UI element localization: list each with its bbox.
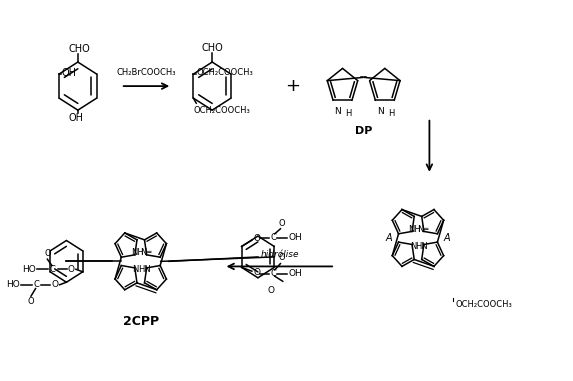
Text: H: H [388, 109, 394, 118]
Text: N: N [132, 265, 139, 274]
Text: OH: OH [68, 113, 83, 123]
Text: O: O [253, 234, 260, 243]
Text: OCH₂COOCH₃: OCH₂COOCH₃ [193, 106, 250, 115]
Text: hidrólise: hidrólise [260, 250, 299, 259]
Text: C: C [270, 269, 276, 278]
Text: HN: HN [415, 242, 428, 251]
Text: OH: OH [288, 269, 302, 278]
Text: C: C [33, 280, 39, 289]
Text: NH: NH [131, 248, 143, 257]
Text: O: O [253, 268, 260, 277]
Text: +: + [285, 77, 300, 95]
Text: N═: N═ [417, 225, 429, 234]
Text: HN: HN [138, 265, 151, 274]
Text: O: O [28, 298, 34, 306]
Text: H: H [346, 109, 352, 118]
Text: O: O [278, 219, 285, 227]
Text: OCH₂COOCH₃: OCH₂COOCH₃ [196, 68, 253, 77]
Text: C: C [49, 265, 56, 274]
Text: DP: DP [355, 126, 372, 136]
Text: NH: NH [408, 225, 421, 234]
Text: OH: OH [288, 233, 302, 242]
Text: CHO: CHO [201, 43, 223, 53]
Text: O: O [44, 249, 50, 258]
Text: C: C [270, 233, 276, 242]
Text: HO: HO [22, 265, 36, 274]
Text: A: A [444, 233, 450, 243]
Text: A: A [386, 233, 392, 243]
Text: O: O [52, 280, 58, 289]
Text: N: N [335, 107, 342, 116]
Text: HO: HO [6, 280, 19, 289]
Text: N: N [377, 107, 384, 116]
Text: N═: N═ [140, 248, 151, 257]
Text: N: N [410, 242, 416, 251]
Text: CHO: CHO [68, 45, 90, 54]
Text: OCH₂COOCH₃: OCH₂COOCH₃ [455, 300, 512, 309]
Text: 2CPP: 2CPP [123, 315, 159, 328]
Text: OH: OH [61, 68, 76, 78]
Text: O: O [278, 253, 285, 262]
Text: O: O [268, 287, 275, 295]
Text: O: O [68, 265, 74, 274]
Text: CH₂BrCOOCH₃: CH₂BrCOOCH₃ [117, 67, 176, 77]
